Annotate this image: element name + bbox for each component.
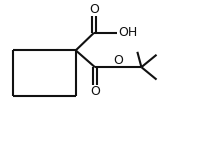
Text: O: O <box>90 85 100 98</box>
Text: O: O <box>89 3 99 16</box>
Text: OH: OH <box>118 26 137 39</box>
Text: O: O <box>113 54 123 67</box>
